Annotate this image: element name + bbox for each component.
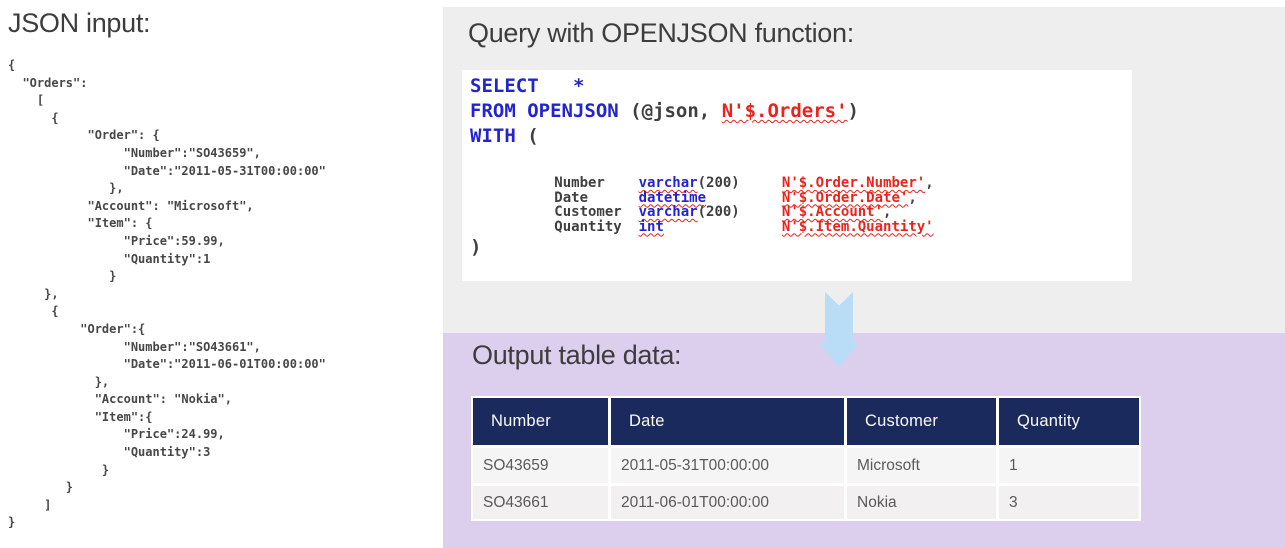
sql-code-line: ) (470, 236, 482, 258)
sql-code-line (470, 149, 1132, 176)
sql-code-line: SELECT * (470, 75, 585, 97)
table-cell: 2011-05-31T00:00:00 (611, 448, 844, 483)
query-title: Query with OPENJSON function: (468, 18, 854, 48)
table-cell: SO43659 (473, 448, 608, 483)
sql-code-box: SELECT * FROM OPENJSON (@json, N'$.Orders… (462, 70, 1132, 281)
table-header-cell: Date (611, 398, 844, 445)
table-header-cell: Number (473, 398, 608, 445)
table-header-cell: Customer (847, 398, 996, 445)
table-cell: SO43661 (473, 486, 608, 519)
query-panel: Query with OPENJSON function: SELECT * FR… (443, 7, 1285, 333)
table-cell: Nokia (847, 486, 996, 519)
sql-code-line: Date datetime N'$.Order.Date', (470, 189, 917, 206)
output-panel: Output table data: Number Date Customer Qua… (443, 333, 1285, 548)
table-cell: Microsoft (847, 448, 996, 483)
sql-code-line: Quantity int N'$.Item.Quantity' (470, 218, 934, 235)
json-input-title: JSON input: (8, 8, 151, 38)
table-cell: 1 (999, 448, 1139, 483)
table-cell: 2011-06-01T00:00:00 (611, 486, 844, 519)
sql-code-line: Number varchar(200) N'$.Order.Number', (470, 175, 934, 191)
json-code-block: { "Orders": [ { "Order": { "Number":"SO4… (8, 58, 326, 530)
table-cell: 3 (999, 486, 1139, 519)
sql-code-line: FROM OPENJSON (@json, N'$.Orders') (470, 100, 859, 122)
output-title: Output table data: (472, 340, 682, 370)
sql-code-line: Customer varchar(200) N'$.Account', (470, 204, 892, 220)
output-table: Number Date Customer Quantity SO43659 2011-05… (471, 396, 1141, 521)
table-header-cell: Quantity (999, 398, 1139, 445)
sql-code-line: WITH ( (470, 125, 539, 147)
